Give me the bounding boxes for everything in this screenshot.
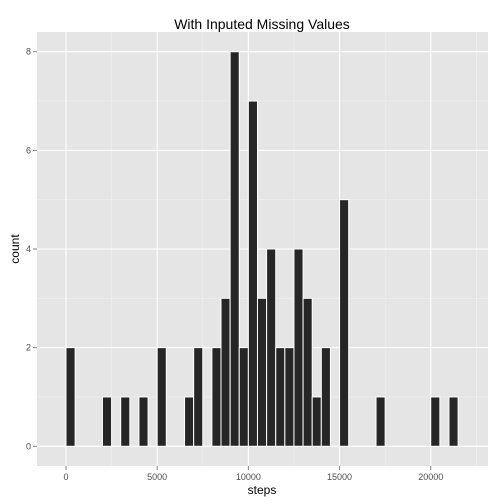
histogram-bar xyxy=(430,396,441,447)
histogram-bar xyxy=(266,248,277,447)
histogram-bar xyxy=(284,347,295,447)
histogram-bar xyxy=(101,396,113,447)
histogram-bars xyxy=(65,51,459,447)
x-axis: 0 5000 10000 15000 20000 xyxy=(63,466,443,482)
histogram-bar xyxy=(184,396,195,447)
histogram-bar xyxy=(193,347,204,447)
histogram-bar xyxy=(256,297,268,447)
y-axis: 0 2 4 6 8 xyxy=(26,47,37,451)
histogram-bar xyxy=(311,396,322,447)
histogram-bar xyxy=(339,199,350,447)
histogram-bar xyxy=(120,396,131,447)
chart-title: With Inputed Missing Values xyxy=(174,16,350,32)
histogram-bar xyxy=(247,100,258,447)
histogram-bar xyxy=(211,347,222,447)
x-tick-label: 20000 xyxy=(418,472,443,482)
x-axis-title: steps xyxy=(248,483,277,497)
histogram-bar xyxy=(320,347,331,447)
histogram-bar xyxy=(275,347,286,447)
x-tick-label: 0 xyxy=(63,472,68,482)
histogram-bar xyxy=(229,51,240,447)
histogram-bar xyxy=(238,347,249,447)
histogram-bar xyxy=(448,396,459,447)
y-tick-label: 0 xyxy=(26,441,31,451)
histogram-bar xyxy=(220,297,231,447)
histogram-bar xyxy=(138,396,149,447)
histogram-bar xyxy=(65,347,76,447)
y-tick-label: 2 xyxy=(26,343,31,353)
y-tick-label: 8 xyxy=(26,47,31,57)
x-tick-label: 5000 xyxy=(147,472,167,482)
x-tick-label: 15000 xyxy=(327,472,352,482)
histogram-bar xyxy=(293,248,304,447)
y-tick-label: 4 xyxy=(26,244,31,254)
histogram-bar xyxy=(302,297,313,447)
y-axis-title: count xyxy=(8,234,22,264)
histogram-bar xyxy=(375,396,386,447)
histogram-bar xyxy=(156,347,167,447)
x-tick-label: 10000 xyxy=(236,472,261,482)
y-tick-label: 6 xyxy=(26,145,31,155)
